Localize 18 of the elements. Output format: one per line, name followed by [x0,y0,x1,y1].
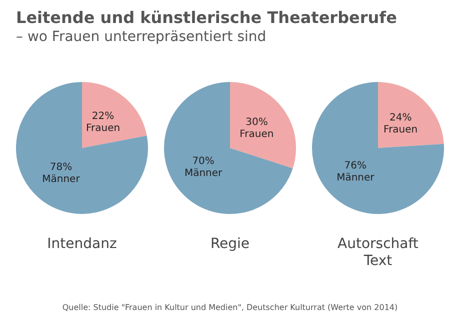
text: Intendanz [46,236,118,253]
slice-label: Frauen [240,129,274,140]
text: Leitende und künstlerische Theaterberufe [16,8,397,27]
slice-label: Männer [336,172,376,184]
data-label: 30% [246,117,268,128]
slice-label: Frauen [86,123,120,134]
chart-subtitle: – wo Frauen unterrepräsentiert sind [16,29,268,45]
text: Regie [209,236,251,253]
data-label: 24% [389,112,412,124]
data-label: 70% [192,156,214,167]
data-label: 22% [92,111,114,122]
source-note: Quelle: Studie "Frauen in Kultur und Medien", Deutscher Kulturrat (Werte von 2014) [61,303,399,312]
slice-label: Männer [184,168,224,179]
data-label: 76% [344,160,367,172]
slice-label: Männer [42,174,81,186]
slice-label: Frauen [384,124,418,136]
data-label: 78% [50,162,72,174]
text: Autorschaft Text [336,236,420,270]
